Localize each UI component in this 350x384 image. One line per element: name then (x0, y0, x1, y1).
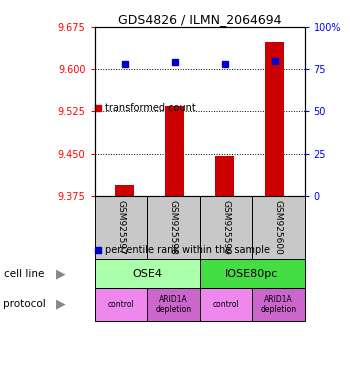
Text: cell line: cell line (4, 268, 44, 279)
FancyBboxPatch shape (147, 288, 200, 321)
Text: ARID1A
depletion: ARID1A depletion (260, 295, 296, 314)
Bar (115, 185, 134, 196)
Text: GSM925597: GSM925597 (116, 200, 125, 255)
FancyBboxPatch shape (94, 288, 147, 321)
FancyBboxPatch shape (252, 196, 304, 259)
Title: GDS4826 / ILMN_2064694: GDS4826 / ILMN_2064694 (118, 13, 281, 26)
Text: IOSE80pc: IOSE80pc (225, 268, 279, 279)
Bar (165, 106, 184, 196)
Text: percentile rank within the sample: percentile rank within the sample (105, 245, 270, 255)
Bar (265, 42, 284, 196)
Text: GSM925598: GSM925598 (169, 200, 178, 255)
FancyBboxPatch shape (199, 196, 252, 259)
Text: protocol: protocol (4, 299, 46, 310)
FancyBboxPatch shape (94, 259, 199, 288)
Text: ▶: ▶ (56, 267, 66, 280)
FancyBboxPatch shape (147, 196, 200, 259)
Text: GSM925599: GSM925599 (221, 200, 230, 255)
Text: control: control (212, 300, 239, 309)
FancyBboxPatch shape (199, 259, 304, 288)
Text: control: control (107, 300, 134, 309)
FancyBboxPatch shape (252, 288, 304, 321)
Text: GSM925600: GSM925600 (274, 200, 283, 255)
Text: OSE4: OSE4 (132, 268, 162, 279)
Text: transformed count: transformed count (105, 103, 196, 113)
Text: ARID1A
depletion: ARID1A depletion (155, 295, 191, 314)
FancyBboxPatch shape (199, 288, 252, 321)
Bar (215, 156, 234, 196)
FancyBboxPatch shape (94, 196, 147, 259)
Text: ▶: ▶ (56, 298, 66, 311)
